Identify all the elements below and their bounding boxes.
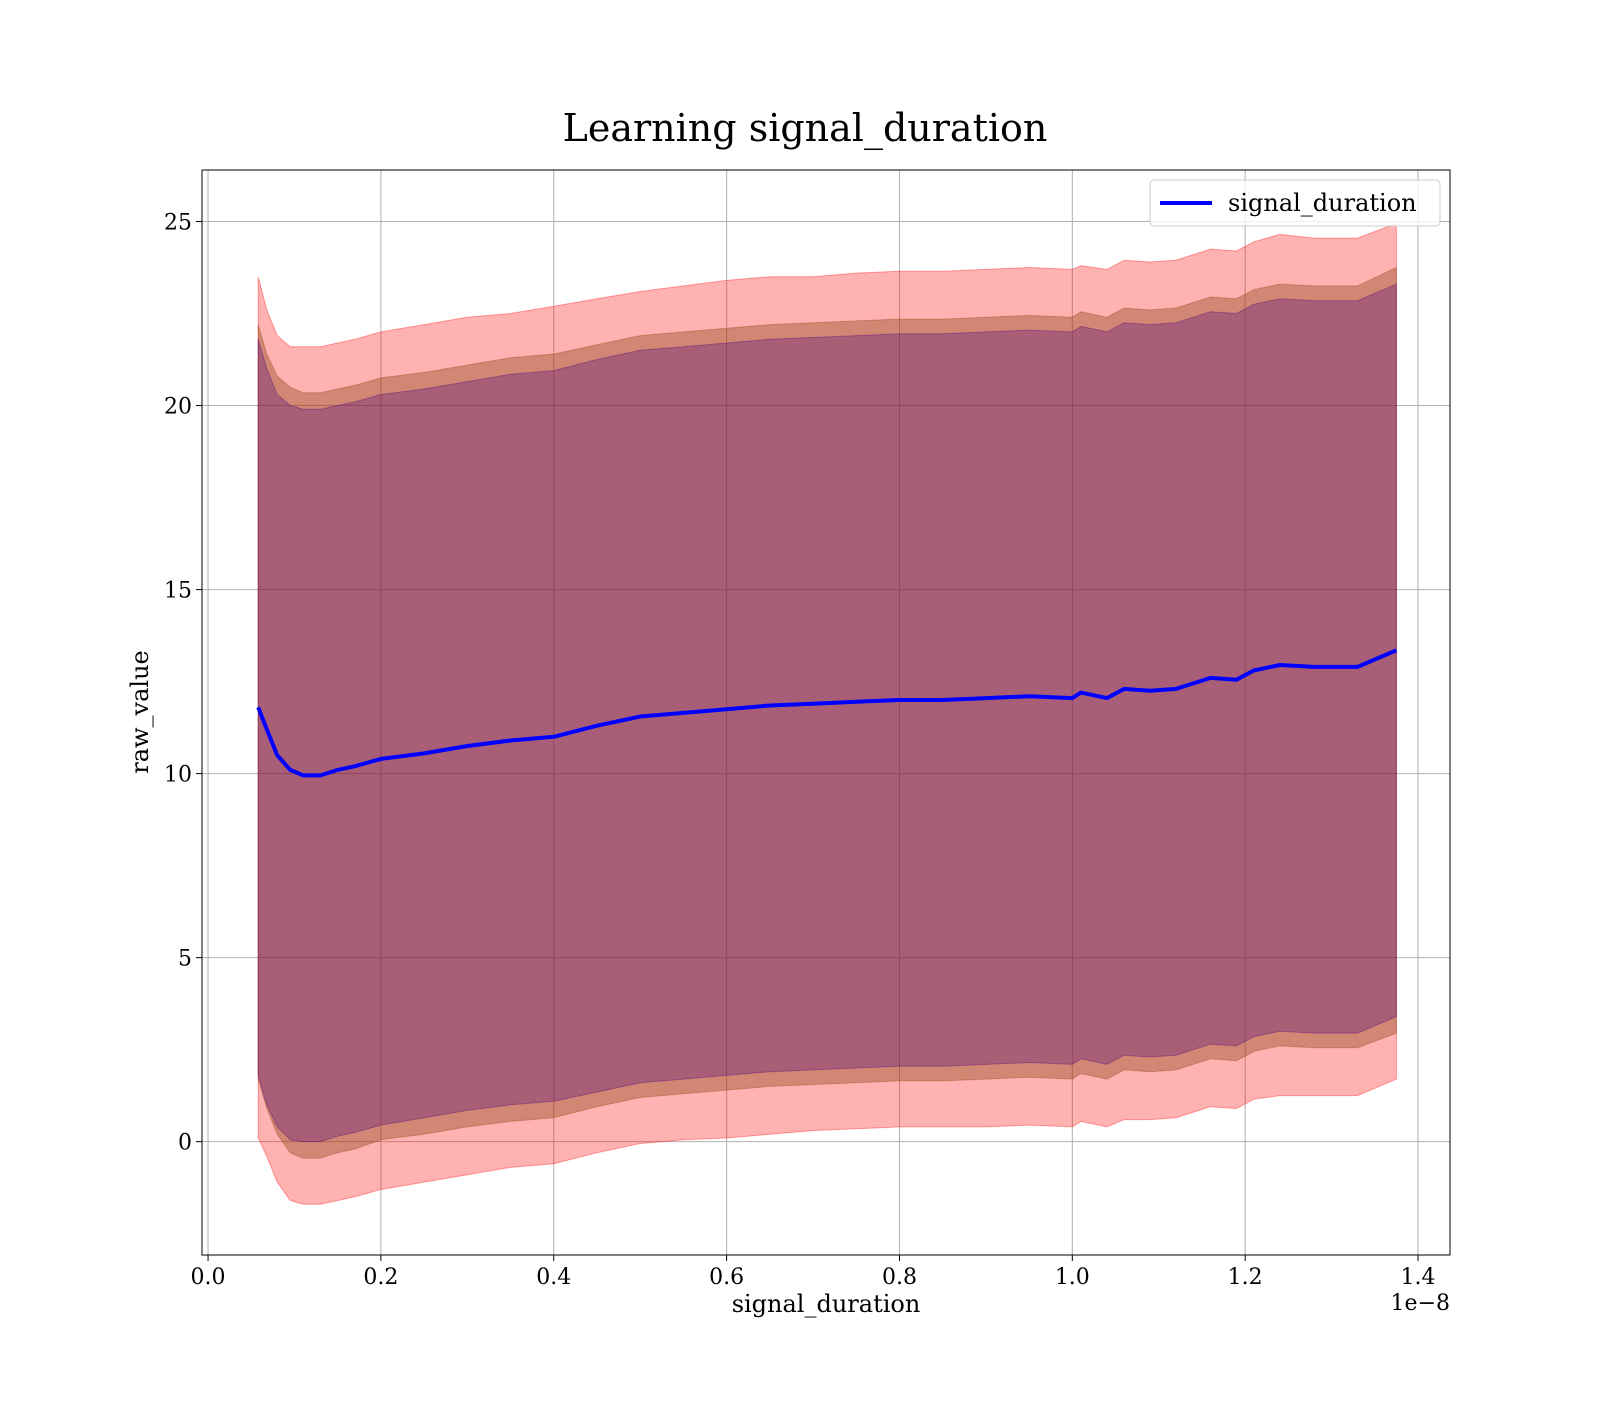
outer-band xyxy=(257,222,1397,1205)
series-lines xyxy=(256,648,1398,778)
y-tick-label: 10 xyxy=(164,763,192,788)
y-axis-label: raw_value xyxy=(126,650,154,774)
x-tick-label: 0.6 xyxy=(709,1265,744,1290)
y-tick-label: 20 xyxy=(164,395,192,420)
confidence-bands xyxy=(257,222,1397,1205)
legend-entry-signal-duration: signal_duration xyxy=(1228,189,1417,217)
x-tick-label: 1.2 xyxy=(1228,1265,1263,1290)
x-tick-label: 1.0 xyxy=(1055,1265,1090,1290)
y-tick-label: 5 xyxy=(178,947,192,972)
y-tick-label: 0 xyxy=(178,1131,192,1156)
chart-title: Learning signal_duration xyxy=(563,106,1048,151)
x-tick-label: 0.0 xyxy=(191,1265,226,1290)
y-tick-label: 15 xyxy=(164,579,192,604)
x-tick-label: 0.4 xyxy=(536,1265,571,1290)
x-tick-label: 0.2 xyxy=(363,1265,398,1290)
legend: signal_duration xyxy=(1149,179,1441,227)
x-tick-label: 1.4 xyxy=(1401,1265,1436,1290)
x-axis-offset-label: 1e−8 xyxy=(1391,1291,1450,1316)
legend-box xyxy=(1149,179,1441,227)
core-band xyxy=(257,283,1397,1143)
series-line-signal-duration xyxy=(256,648,1398,778)
x-axis-label: signal_duration xyxy=(732,1290,921,1318)
plot-frame xyxy=(201,169,1451,1256)
y-tick-label: 25 xyxy=(164,211,192,236)
x-tick-label: 0.8 xyxy=(882,1265,917,1290)
axis-ticks: 0.0 0.2 0.4 0.6 0.8 1.0 1.2 1.4 0 5 10 15 20 25 xyxy=(164,211,1436,1290)
inner-band xyxy=(257,266,1397,1159)
